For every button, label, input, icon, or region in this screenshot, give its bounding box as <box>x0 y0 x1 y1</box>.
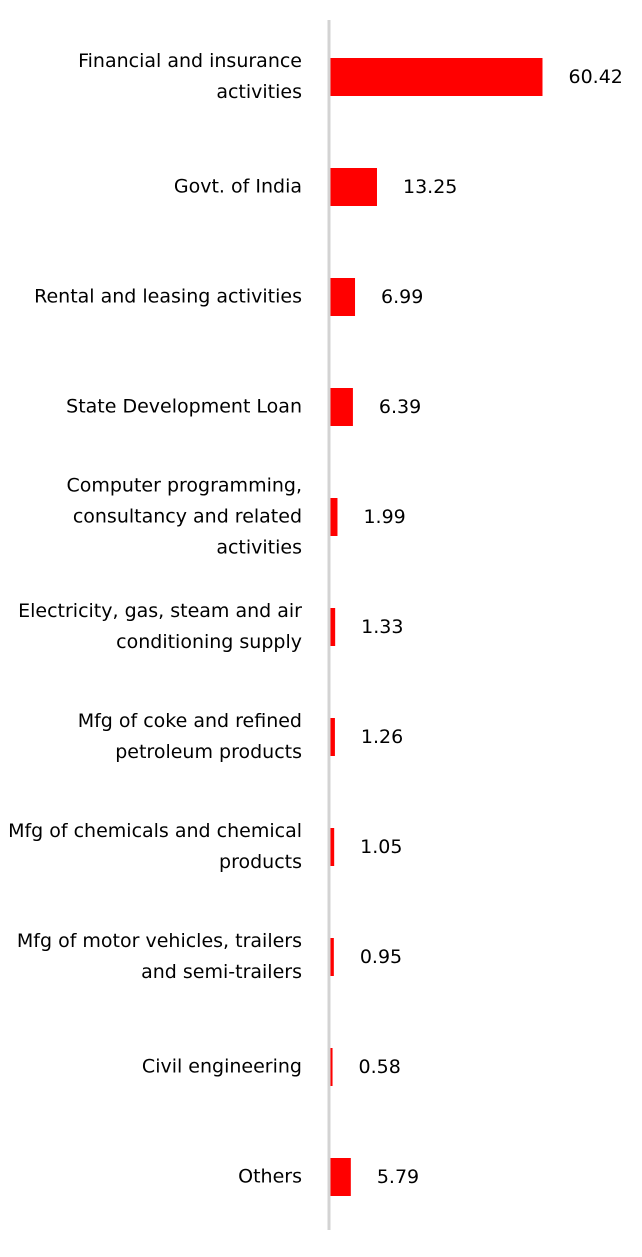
bar <box>330 828 335 866</box>
category-label: Electricity, gas, steam and air conditio… <box>18 600 302 653</box>
category-label: Financial and insurance activities <box>78 50 302 103</box>
category-label: Others <box>238 1165 302 1188</box>
bar <box>330 58 543 96</box>
value-label: 13.25 <box>402 176 458 198</box>
value-label: 0.58 <box>358 1056 401 1078</box>
value-label: 6.39 <box>378 396 422 418</box>
category-label: Rental and leasing activities <box>34 285 302 308</box>
bar <box>330 498 338 536</box>
bar <box>330 1158 351 1196</box>
bar <box>330 718 335 756</box>
value-label: 0.95 <box>359 946 403 968</box>
category-label: Computer programming, consultancy and re… <box>66 474 302 559</box>
category-label: Mfg of motor vehicles, trailers and semi… <box>16 930 302 983</box>
value-label: 5.79 <box>376 1166 420 1188</box>
value-label: 1.99 <box>363 506 406 528</box>
bar <box>330 608 336 646</box>
category-label: State Development Loan <box>66 395 302 418</box>
value-label: 1.05 <box>360 836 403 858</box>
category-label: Govt. of India <box>173 175 302 198</box>
bar <box>330 168 377 206</box>
value-label: 1.26 <box>360 726 404 748</box>
value-label: 60.42 <box>568 66 623 88</box>
value-label: 6.99 <box>381 286 424 308</box>
bar <box>330 1048 333 1086</box>
bar <box>330 938 334 976</box>
category-label: Mfg of chemicals and chemical products <box>8 820 302 873</box>
category-label: Mfg of coke and refined petroleum produc… <box>77 710 302 763</box>
bar <box>330 278 356 316</box>
bar <box>330 388 353 426</box>
value-label: 1.33 <box>361 616 404 638</box>
category-label: Civil engineering <box>141 1055 302 1078</box>
